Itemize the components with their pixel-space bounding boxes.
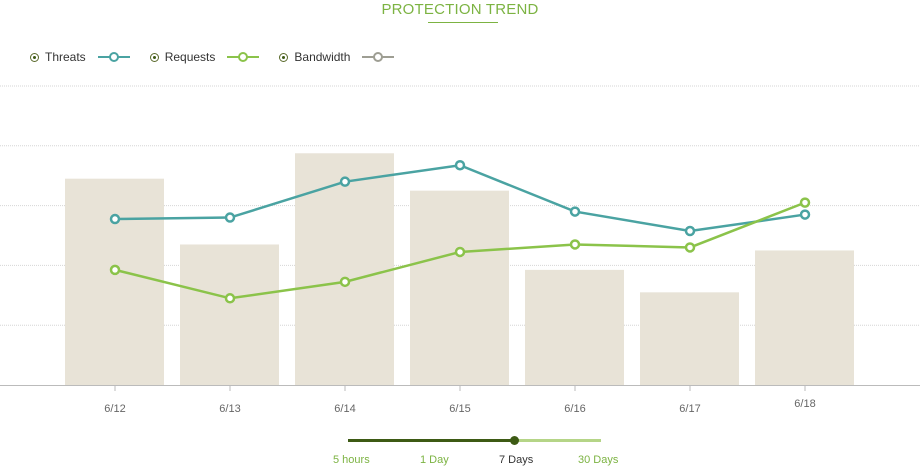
range-option-5-hours[interactable]: 5 hours (333, 454, 370, 466)
threats-point (454, 159, 466, 171)
requests-point (454, 246, 466, 258)
legend-radio-icon[interactable] (279, 52, 289, 62)
range-option-7-days[interactable]: 7 Days (499, 454, 534, 466)
requests-point (569, 239, 581, 250)
time-range-selector: 5 hours 1 Day 7 Days 30 Days (0, 430, 920, 466)
bar-6-13 (180, 244, 279, 385)
legend: Threats Requests Bandwidth (30, 50, 414, 64)
x-tick-label: 6/12 (104, 403, 125, 415)
legend-item-bandwidth[interactable]: Bandwidth (279, 50, 395, 64)
threats-point (339, 176, 351, 187)
time-range-handle[interactable] (510, 436, 519, 445)
range-option-1-day[interactable]: 1 Day (420, 454, 449, 466)
line-marker-icon (362, 52, 395, 62)
bar-6-17 (640, 292, 739, 385)
requests-point (109, 264, 121, 276)
legend-label-requests: Requests (164, 50, 216, 64)
x-axis: 6/12 6/13 6/14 6/15 6/16 6/17 6/18 (0, 385, 920, 415)
requests-point (684, 242, 696, 253)
line-marker-icon (227, 52, 260, 62)
requests-point (339, 276, 351, 288)
chart-plot: 6/12 6/13 6/14 6/15 6/16 6/17 6/18 (0, 85, 920, 415)
threats-point (224, 212, 236, 223)
title-underline (428, 22, 498, 23)
time-range-fill (348, 439, 514, 442)
legend-label-bandwidth: Bandwidth (294, 50, 351, 64)
bar-6-12 (65, 178, 164, 385)
x-tick-label: 6/16 (564, 403, 585, 415)
legend-radio-icon[interactable] (30, 52, 39, 62)
x-tick-label: 6/17 (679, 403, 700, 415)
x-tick-label: 6/15 (449, 403, 470, 415)
legend-item-threats[interactable]: Threats (30, 50, 130, 64)
bar-6-14 (295, 153, 394, 385)
range-option-30-days[interactable]: 30 Days (578, 454, 619, 466)
threats-point (109, 213, 121, 225)
chart-title: PROTECTION TREND (381, 1, 539, 18)
requests-point (224, 293, 236, 304)
legend-radio-icon[interactable] (149, 52, 159, 62)
bar-6-16 (525, 269, 624, 385)
x-tick-label: 6/13 (219, 403, 240, 415)
bar-6-18 (755, 250, 854, 385)
threats-point (684, 225, 696, 237)
threats-point (799, 209, 811, 220)
line-marker-icon (97, 52, 130, 62)
requests-point (799, 197, 811, 208)
legend-label-threats: Threats (45, 50, 86, 64)
bandwidth-bars (65, 153, 854, 385)
x-tick-label: 6/14 (334, 403, 355, 415)
series-lines (109, 159, 811, 304)
bar-6-15 (410, 190, 509, 385)
legend-item-requests[interactable]: Requests (149, 50, 260, 64)
threats-point (569, 206, 581, 217)
x-tick-label: 6/18 (794, 398, 815, 410)
